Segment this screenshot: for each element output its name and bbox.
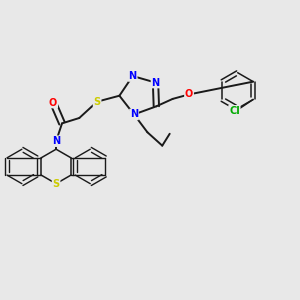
Text: N: N — [130, 110, 138, 119]
Text: O: O — [49, 98, 57, 108]
Text: O: O — [185, 89, 193, 99]
Text: N: N — [129, 71, 137, 81]
Text: Cl: Cl — [229, 106, 240, 116]
Text: N: N — [52, 136, 60, 146]
Text: S: S — [52, 179, 60, 189]
Text: S: S — [94, 97, 101, 107]
Text: N: N — [152, 78, 160, 88]
